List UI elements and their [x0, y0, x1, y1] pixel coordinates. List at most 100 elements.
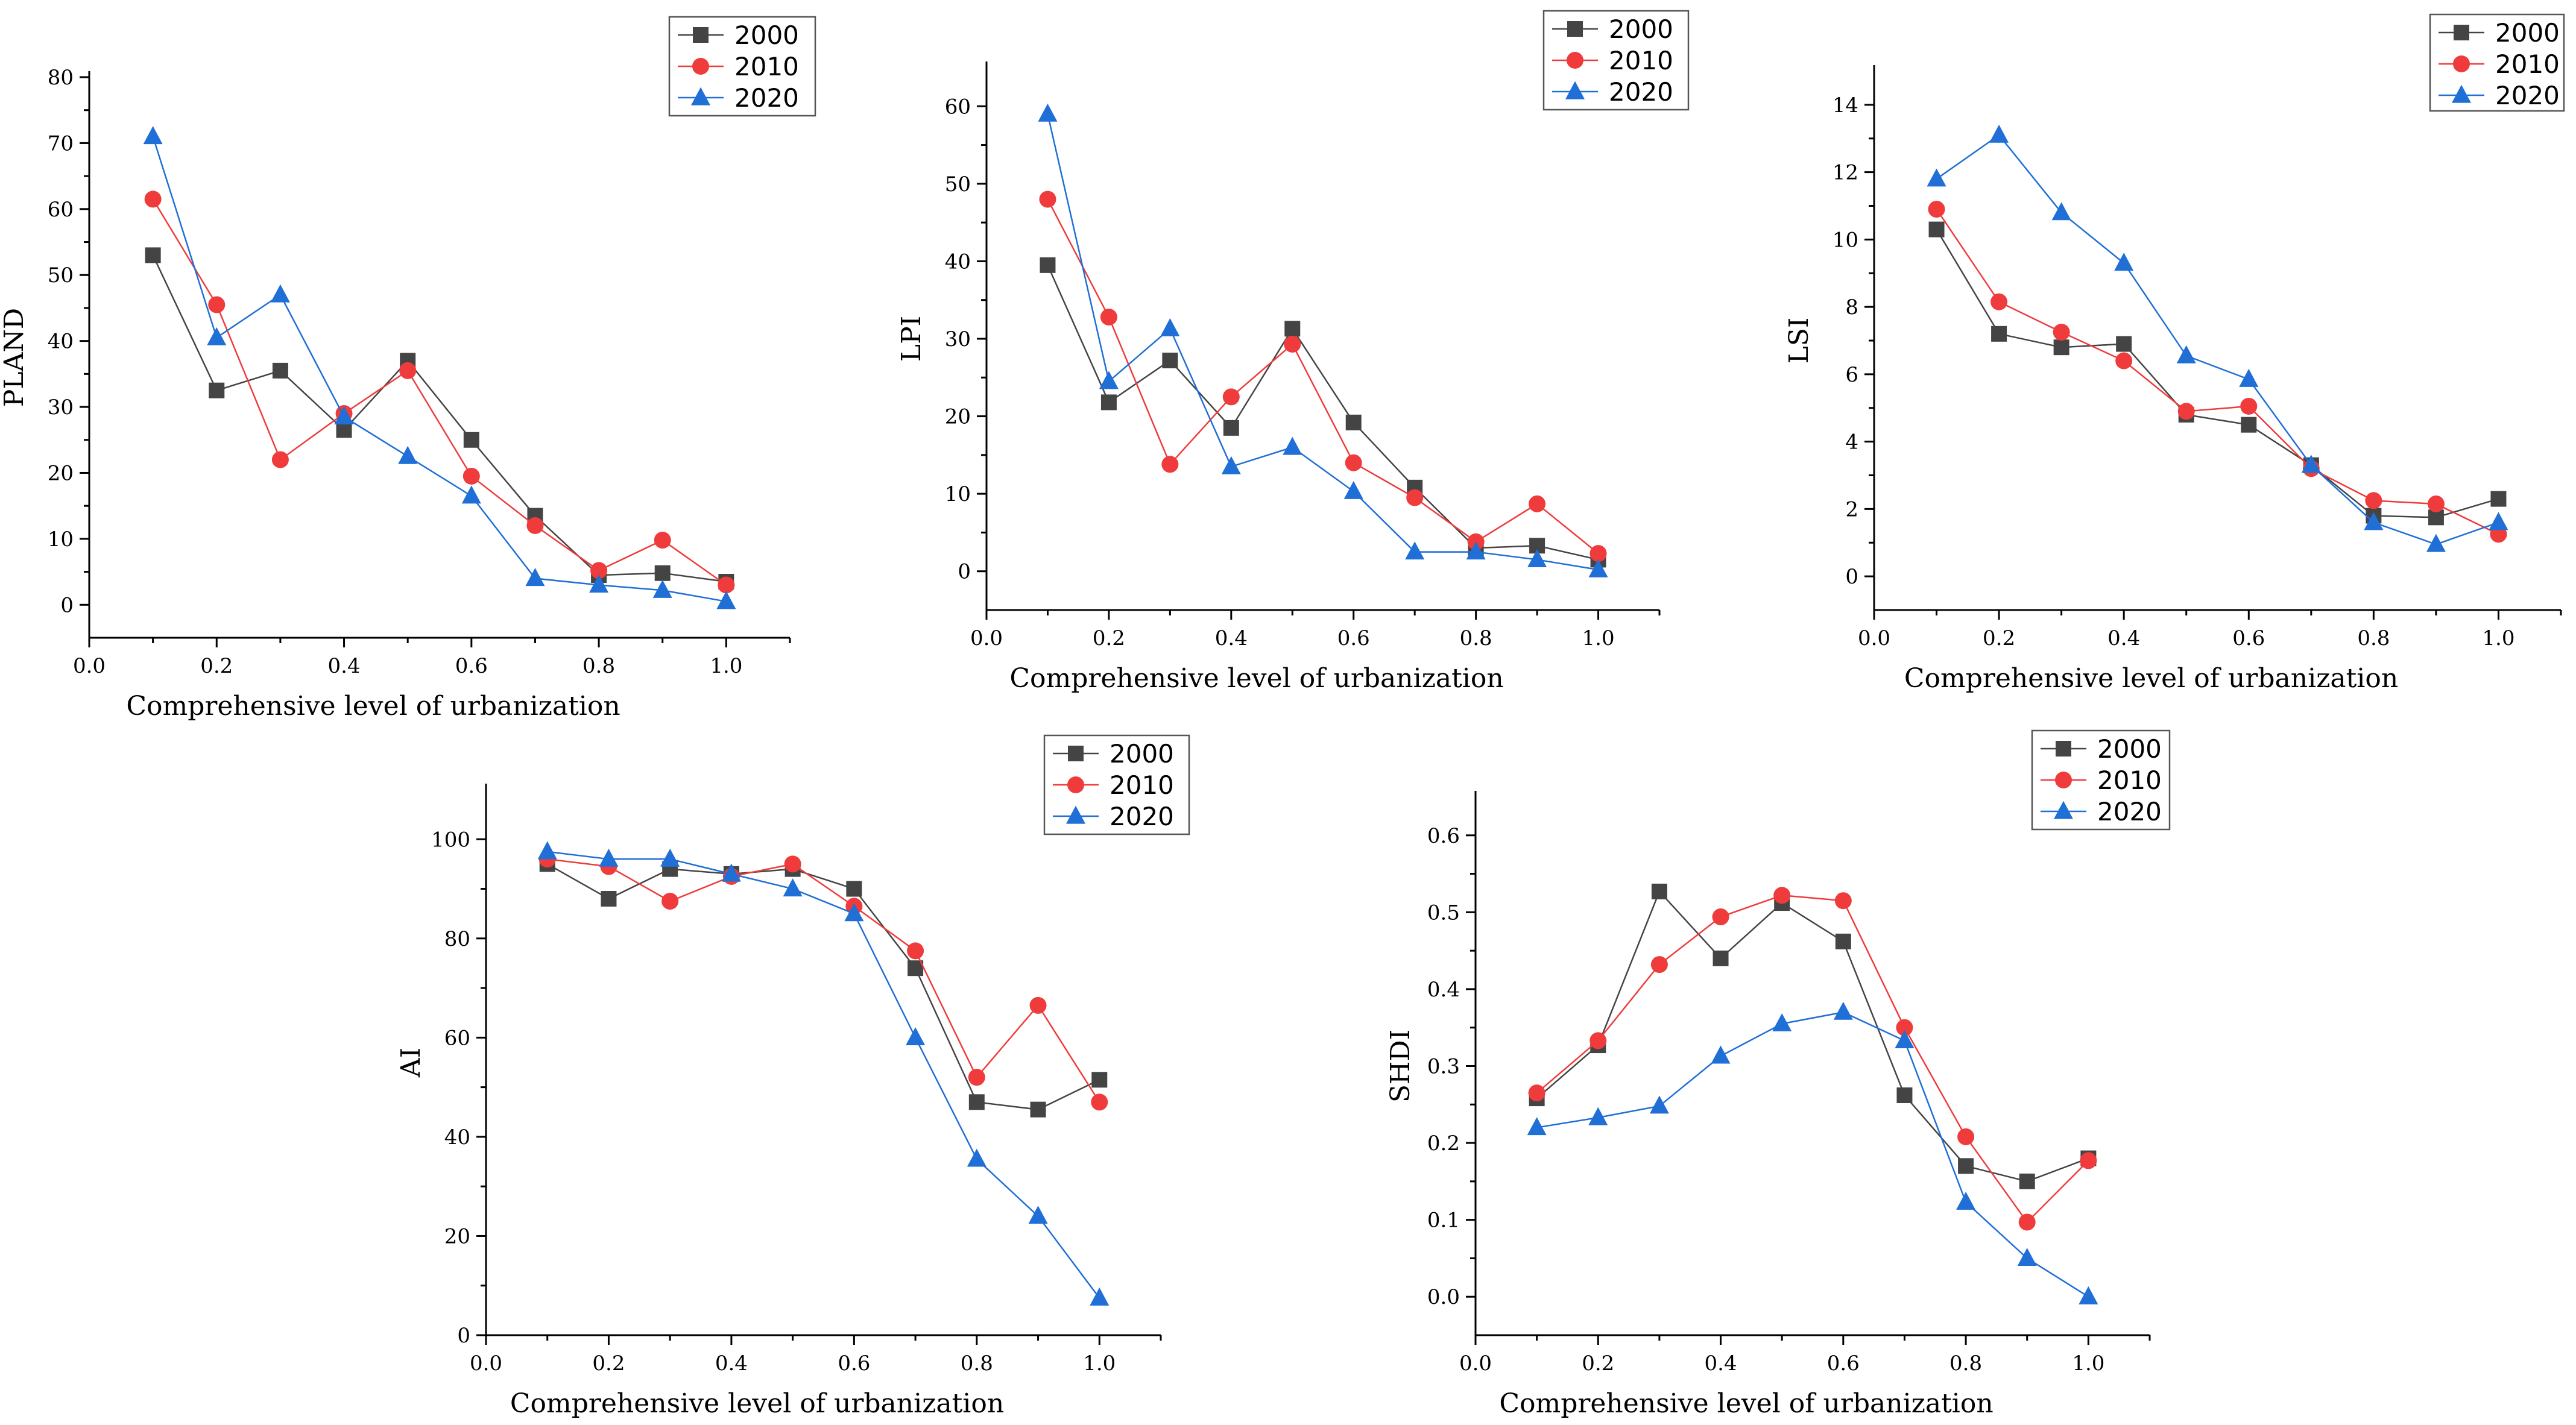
- x-tick-label: 0.6: [1337, 626, 1370, 650]
- legend-marker-2010: [692, 58, 709, 75]
- series-line-2000: [152, 254, 727, 583]
- y-tick-label: 20: [444, 1224, 470, 1248]
- y-tick-label: 2: [1845, 497, 1858, 521]
- x-tick-label: 0.2: [1582, 1351, 1614, 1376]
- x-tick-label: 0.4: [1215, 626, 1248, 650]
- y-tick-label: 14: [1833, 93, 1858, 118]
- legend-label-2000: 2000: [2495, 18, 2560, 48]
- data-point-2020: [1989, 124, 2009, 143]
- series-line-2010: [547, 858, 1100, 1103]
- data-point-2020: [1028, 1206, 1048, 1224]
- data-point-2020: [1927, 168, 1946, 187]
- data-point-2020: [398, 445, 418, 464]
- y-tick-label: 60: [945, 95, 971, 119]
- y-tick-label: 40: [945, 250, 971, 274]
- data-point-2020: [1956, 1191, 1976, 1210]
- data-point-2020: [1283, 436, 1302, 455]
- y-tick-label: 60: [444, 1026, 470, 1050]
- legend-label-2020: 2020: [1110, 802, 1174, 831]
- x-tick-label: 0.8: [1949, 1351, 1982, 1376]
- y-tick-label: 20: [48, 461, 74, 485]
- data-point-2010: [1100, 309, 1117, 326]
- data-point-2010: [1589, 545, 1607, 562]
- data-point-2010: [2240, 397, 2258, 415]
- data-point-2020: [1711, 1045, 1731, 1064]
- data-point-2000: [968, 1094, 985, 1110]
- data-point-2000: [1162, 353, 1178, 368]
- data-point-2010: [654, 532, 671, 549]
- data-point-2020: [599, 848, 619, 867]
- data-point-2010: [1896, 1019, 1913, 1036]
- y-tick-label: 0.3: [1427, 1055, 1460, 1079]
- x-axis-title: Comprehensive level of urbanization: [1904, 663, 2398, 694]
- y-tick-label: 12: [1833, 161, 1858, 185]
- data-point-2000: [1284, 321, 1301, 337]
- legend-marker-2010: [1567, 52, 1583, 69]
- series-line-2020: [1047, 113, 1599, 571]
- legend-marker-2010: [2055, 772, 2072, 788]
- x-axis-title: Comprehensive level of urbanization: [1009, 663, 1503, 694]
- legend-marker-2020: [1565, 81, 1585, 99]
- data-point-2010: [1990, 293, 2008, 310]
- y-tick-label: 50: [48, 263, 74, 288]
- y-tick-label: 8: [1845, 295, 1858, 319]
- data-point-2000: [1091, 1072, 1108, 1088]
- data-point-2020: [143, 126, 163, 145]
- data-point-2010: [1345, 454, 1362, 471]
- legend-label-2010: 2010: [1609, 46, 1673, 75]
- x-tick-label: 0.6: [1827, 1351, 1860, 1376]
- y-tick-label: 0: [958, 560, 971, 584]
- data-point-2000: [1030, 1101, 1046, 1118]
- y-axis-title: SHDI: [1385, 1030, 1416, 1103]
- data-point-2000: [654, 565, 671, 581]
- data-point-2020: [1772, 1013, 1792, 1031]
- data-point-2010: [2053, 324, 2070, 341]
- y-tick-label: 0.0: [1427, 1285, 1460, 1309]
- data-point-2020: [1405, 541, 1425, 560]
- data-point-2020: [270, 284, 290, 303]
- data-point-2010: [1528, 1084, 1545, 1102]
- y-tick-label: 10: [1833, 228, 1858, 252]
- chart-shdi: 0.0 0.2 0.4 0.6 0.8 1.0 0.0 0.1 0.2 0.3 0.4 0.5 0.6 C…: [1385, 729, 2171, 1419]
- data-point-2020: [537, 841, 557, 860]
- chart-lpi: 0.0 0.2 0.4 0.6 0.8 1.0 0 10 20 30 40 50 60 Comprehen…: [896, 10, 1690, 694]
- y-tick-label: 10: [945, 482, 971, 506]
- y-tick-label: 0.4: [1427, 978, 1460, 1002]
- data-point-2010: [1712, 908, 1729, 926]
- data-point-2020: [1466, 541, 1486, 560]
- data-point-2010: [208, 296, 226, 313]
- legend-marker-2000: [1567, 21, 1583, 37]
- data-point-2010: [718, 576, 735, 594]
- data-point-2010: [1957, 1128, 1975, 1145]
- data-point-2010: [144, 190, 162, 208]
- data-point-2000: [846, 881, 862, 897]
- data-point-2020: [1038, 103, 1058, 122]
- data-point-2000: [601, 891, 617, 907]
- data-point-2010: [2080, 1152, 2097, 1169]
- x-tick-label: 0.8: [2357, 626, 2390, 650]
- data-point-2000: [2241, 417, 2257, 433]
- data-point-2020: [1527, 1117, 1547, 1136]
- data-point-2020: [652, 579, 672, 598]
- data-point-2020: [783, 878, 803, 897]
- x-tick-label: 0.2: [592, 1351, 625, 1376]
- data-point-2000: [1991, 326, 2007, 342]
- y-tick-label: 0.2: [1427, 1131, 1460, 1156]
- chart-pland: 0.0 0.2 0.4 0.6 0.8 1.0 0 10 20 30 40 50 60 70 80 Compr…: [0, 16, 816, 722]
- x-tick-label: 1.0: [1582, 626, 1615, 650]
- y-axis-title: AI: [396, 1048, 426, 1078]
- legend-marker-2020: [2452, 84, 2471, 103]
- y-tick-label: 40: [48, 330, 74, 354]
- data-point-2000: [1223, 420, 1239, 436]
- data-point-2020: [2079, 1286, 2098, 1304]
- data-point-2020: [1527, 549, 1547, 568]
- x-axis-title: Comprehensive level of urbanization: [1499, 1388, 1993, 1419]
- y-tick-label: 30: [945, 327, 971, 351]
- chart-lsi: 0.0 0.2 0.4 0.6 0.8 1.0 0 2 4 6 8 10 12 14 Comprehensi…: [1784, 13, 2565, 694]
- data-point-2000: [145, 247, 161, 263]
- data-point-2020: [2364, 512, 2384, 530]
- legend-label-2020: 2020: [2495, 81, 2560, 110]
- y-axis-title: PLAND: [0, 308, 30, 407]
